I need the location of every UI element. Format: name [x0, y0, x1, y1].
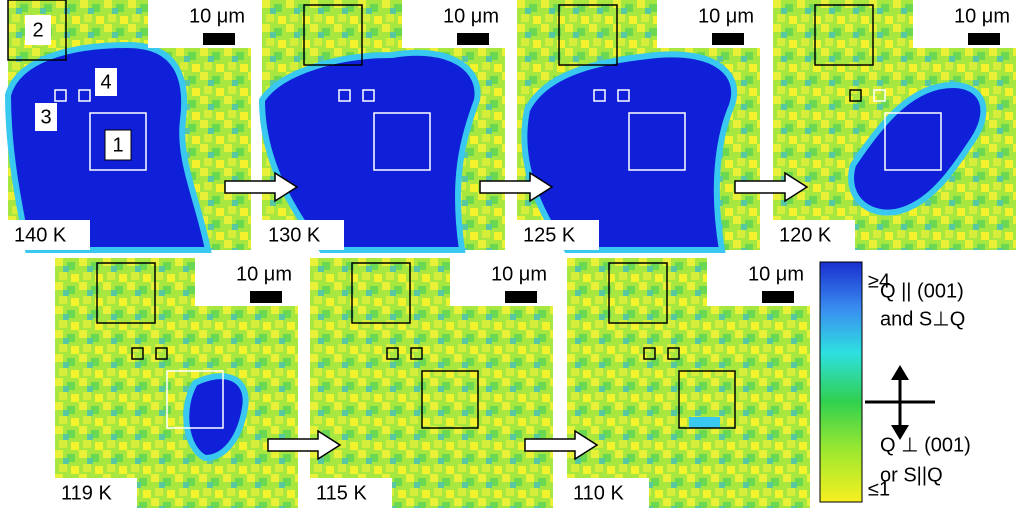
map-panel: 10 μm 110 K: [567, 258, 810, 508]
temperature-label: 120 K: [779, 224, 832, 246]
map-panel: 10 μm 140 K 1 2 3 4: [8, 0, 251, 250]
scale-bar: [203, 33, 235, 45]
map-panel: 10 μm 115 K: [310, 258, 553, 508]
map-panel: 10 μm 130 K: [262, 0, 505, 250]
temperature-label: 115 K: [316, 482, 367, 504]
map-panel: 10 μm 120 K: [773, 0, 1016, 250]
scale-label: 10 μm: [491, 263, 547, 285]
scale-bar: [762, 291, 794, 303]
scale-bar: [457, 33, 489, 45]
legend-text: or S||Q: [880, 464, 943, 486]
scale-label: 10 μm: [954, 5, 1010, 27]
map-panel: 10 μm 119 K: [55, 258, 298, 508]
temperature-label: 110 K: [573, 482, 624, 504]
scale-label: 10 μm: [443, 5, 499, 27]
scale-label: 10 μm: [748, 263, 804, 285]
scale-bar: [505, 291, 537, 303]
scale-bar: [968, 33, 1000, 45]
temperature-label: 130 K: [268, 224, 321, 246]
legend-text: Q ⊥ (001): [880, 434, 971, 456]
map-panel: 10 μm 125 K: [517, 0, 760, 250]
scale-label: 10 μm: [698, 5, 754, 27]
scale-bar: [712, 33, 744, 45]
temperature-label: 125 K: [523, 224, 576, 246]
figure: ≥4 ≤1 Q || (001) and S⊥Q Q ⊥ (001) or S|…: [0, 0, 1029, 512]
legend-text: Q || (001): [880, 280, 964, 302]
region-label: 4: [100, 71, 111, 93]
scale-bar: [250, 291, 282, 303]
region-label: 3: [40, 106, 51, 128]
scale-label: 10 μm: [189, 5, 245, 27]
legend-text: and S⊥Q: [880, 308, 965, 330]
temperature-label: 119 K: [61, 482, 112, 504]
domain-region: [692, 420, 717, 425]
region-label: 1: [112, 134, 123, 156]
arrow-head: [891, 365, 909, 380]
region-label: 2: [32, 19, 43, 41]
temperature-label: 140 K: [14, 224, 67, 246]
colorbar: [820, 262, 862, 502]
scale-label: 10 μm: [236, 263, 292, 285]
